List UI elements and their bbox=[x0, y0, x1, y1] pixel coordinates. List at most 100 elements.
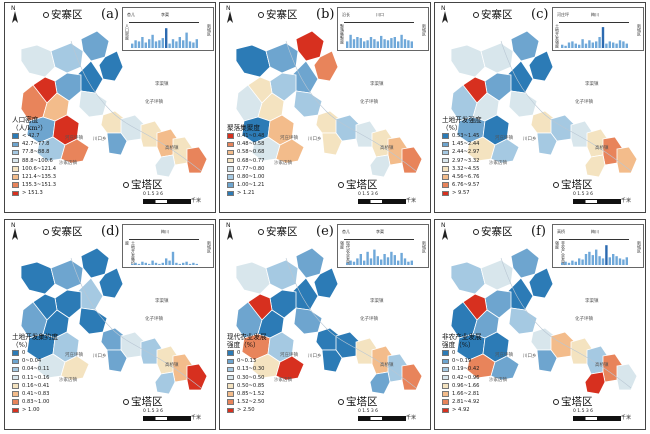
north-arrow-icon: N bbox=[10, 5, 20, 25]
map-panel-4: N 安寨区 (d) 梅川 新城区 土地开发集约度 河庄坪镇 川口乡 李渠镇 化子坪镇 沙家店镇 高桥镇… bbox=[4, 219, 216, 430]
township-region bbox=[265, 42, 299, 74]
township-region bbox=[78, 90, 108, 118]
north-arrow-icon: N bbox=[225, 222, 235, 242]
inset-bar bbox=[625, 257, 628, 265]
inset-bar bbox=[584, 43, 588, 48]
panel-letter: (e) bbox=[316, 224, 334, 239]
township-region bbox=[528, 267, 554, 299]
legend-value: 42.7~77.8 bbox=[22, 141, 50, 148]
inset-bar bbox=[366, 40, 369, 48]
inset-bar-chart: 河庄坪 梅川 新城区 土地开发强度 bbox=[552, 7, 644, 51]
legend-title: 非农产业发展 强度（%） bbox=[442, 333, 482, 349]
township-region bbox=[80, 30, 110, 62]
inset-bar bbox=[605, 245, 608, 265]
small-town-label: 高桥镇 bbox=[595, 146, 609, 151]
scale-ticks: 0 1.5 3 6 bbox=[573, 192, 594, 197]
township-region bbox=[154, 371, 176, 395]
inset-bar bbox=[588, 251, 591, 265]
small-town-label: 川口乡 bbox=[523, 137, 537, 142]
legend-swatch bbox=[12, 350, 19, 356]
inset-bar bbox=[578, 44, 581, 48]
legend-value: 1.52~2.50 bbox=[237, 399, 265, 406]
legend-value: > 1.00 bbox=[22, 407, 40, 414]
legend-item: 0.42~0.96 bbox=[442, 374, 482, 382]
inset-bars bbox=[131, 28, 198, 48]
small-town-label: 高桥镇 bbox=[380, 146, 394, 151]
legend-swatch bbox=[12, 149, 19, 156]
legend-item: < 42.7 bbox=[12, 132, 56, 140]
map-panel-5: N 安寨区 (e) 杏儿 李渠 新城区 现代农业发展强度 河庄坪镇 川口乡 李渠镇 化子坪镇 沙家店镇… bbox=[219, 219, 431, 430]
inset-bar bbox=[571, 41, 574, 48]
legend-swatch bbox=[442, 366, 449, 373]
panel-letter: (b) bbox=[316, 7, 335, 22]
legend-value: 0.19~0.42 bbox=[452, 366, 480, 373]
legend-value: 0.11~0.16 bbox=[22, 374, 50, 381]
legend-item: 0.58~0.68 bbox=[227, 148, 264, 156]
map-legend: 现代农业发展 强度（%） 0 0~0.13 0.13~0.30 0.30~0.50 0.5… bbox=[227, 333, 267, 415]
legend-swatch bbox=[442, 383, 449, 389]
legend-value: 0 bbox=[237, 350, 241, 357]
scale-bar: 0 1.5 3 6 千米 bbox=[573, 192, 637, 206]
legend-swatch bbox=[12, 141, 19, 148]
small-town-label: 沙家店镇 bbox=[274, 161, 292, 166]
legend-item: > 2.50 bbox=[227, 406, 267, 414]
township-region bbox=[98, 50, 124, 82]
inset-bar bbox=[192, 262, 195, 265]
legend-title: 聚落集聚度 bbox=[227, 124, 260, 132]
legend-value: 0.85~1.52 bbox=[237, 391, 265, 398]
inset-bar bbox=[578, 258, 581, 265]
legend-swatch bbox=[12, 133, 19, 139]
inset-bar bbox=[175, 41, 178, 48]
legend-item: 4.56~6.76 bbox=[442, 173, 482, 181]
inset-bar bbox=[346, 262, 349, 265]
inset-bar bbox=[625, 43, 628, 48]
township-region bbox=[490, 355, 520, 381]
inset-bar bbox=[588, 40, 591, 48]
legend-item: 88.8~100.6 bbox=[12, 157, 56, 165]
inset-bar bbox=[369, 258, 373, 265]
legend-value: 2.44~2.97 bbox=[452, 149, 480, 156]
township-region bbox=[60, 355, 90, 381]
small-town-label: 沙家店镇 bbox=[59, 161, 77, 166]
legend-swatch bbox=[227, 350, 234, 356]
township-region bbox=[616, 146, 638, 174]
map-panel-2: N 安寨区 (b) 沿长 川口 新城区 聚落集聚度 河庄坪镇 川口乡 李渠镇 化子坪镇 沙家店镇 高桥镇… bbox=[219, 2, 431, 213]
township-region bbox=[106, 349, 128, 373]
inset-bar bbox=[615, 256, 618, 265]
choropleth-map bbox=[20, 247, 208, 395]
small-town-label: 化子坪镇 bbox=[145, 100, 163, 105]
inset-bar bbox=[373, 39, 376, 48]
township-region bbox=[106, 132, 128, 156]
town-marker-icon bbox=[338, 399, 344, 405]
inset-bar bbox=[195, 263, 198, 265]
legend-value: 2.97~3.32 bbox=[452, 157, 480, 164]
inset-bar bbox=[608, 257, 611, 265]
town-marker-icon bbox=[43, 12, 49, 18]
river-line bbox=[285, 40, 417, 172]
legend-swatch bbox=[12, 399, 19, 405]
legend-value: 0~0.13 bbox=[237, 358, 257, 365]
inset-side-label: 新城区 bbox=[637, 241, 642, 253]
north-label: N bbox=[441, 5, 446, 12]
inset-bar bbox=[363, 41, 366, 48]
scale-bar-graphic bbox=[143, 416, 191, 421]
township-region bbox=[50, 42, 84, 74]
scale-unit: 千米 bbox=[191, 415, 202, 421]
small-town-label: 高桥镇 bbox=[380, 363, 394, 368]
inset-bar bbox=[363, 260, 366, 265]
legend-item: 0 bbox=[227, 349, 267, 357]
inset-arrow-line bbox=[344, 239, 414, 240]
legend-swatch bbox=[442, 182, 449, 188]
inset-yaxis-label: 土地开发强度 bbox=[555, 24, 560, 48]
choropleth-map bbox=[235, 30, 423, 178]
legend-item: 0~0.19 bbox=[442, 357, 482, 365]
inset-bar bbox=[386, 40, 390, 48]
legend-value: > 2.50 bbox=[237, 407, 255, 414]
inset-side-label: 新城区 bbox=[207, 24, 212, 36]
township-region bbox=[450, 44, 486, 78]
legend-swatch bbox=[227, 174, 234, 180]
small-town-label: 川口乡 bbox=[308, 137, 322, 142]
legend-item: 0.41~0.48 bbox=[227, 132, 264, 140]
legend-swatch bbox=[227, 407, 234, 414]
inset-bar bbox=[137, 41, 141, 48]
